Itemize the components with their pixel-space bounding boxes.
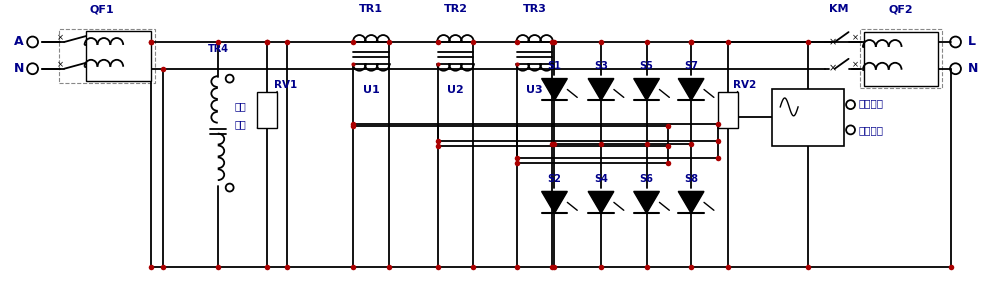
Text: QF2: QF2 — [889, 4, 913, 14]
Text: TR3: TR3 — [523, 4, 547, 14]
Polygon shape — [588, 79, 614, 100]
Text: 检测: 检测 — [235, 119, 246, 129]
Bar — [864, 32, 938, 86]
Polygon shape — [678, 79, 704, 100]
Polygon shape — [542, 191, 567, 213]
Text: ×: × — [852, 33, 859, 43]
Text: TR2: TR2 — [443, 4, 467, 14]
Text: U2: U2 — [447, 85, 464, 95]
Text: U1: U1 — [363, 85, 380, 95]
Polygon shape — [542, 79, 567, 100]
Text: N: N — [14, 62, 24, 75]
Text: 电压: 电压 — [235, 101, 246, 111]
Text: S8: S8 — [684, 174, 698, 184]
Text: 控制电路: 控制电路 — [858, 98, 883, 108]
Bar — [86, 31, 151, 81]
Text: KM: KM — [829, 4, 848, 14]
Text: ×: × — [829, 64, 837, 74]
Text: S6: S6 — [640, 174, 654, 184]
Text: U3: U3 — [526, 85, 543, 95]
Text: QF1: QF1 — [90, 4, 114, 14]
Polygon shape — [634, 191, 659, 213]
Polygon shape — [678, 191, 704, 213]
Bar — [718, 92, 738, 128]
Text: TR4: TR4 — [208, 44, 229, 54]
Text: RV2: RV2 — [733, 80, 756, 90]
Text: N: N — [967, 62, 978, 75]
Text: S1: S1 — [548, 61, 561, 71]
Text: RV1: RV1 — [274, 80, 297, 90]
Text: TR1: TR1 — [359, 4, 383, 14]
Bar — [257, 92, 277, 128]
Text: S5: S5 — [640, 61, 654, 71]
Text: S7: S7 — [684, 61, 698, 71]
Polygon shape — [588, 191, 614, 213]
Text: L: L — [967, 35, 975, 49]
Text: ×: × — [829, 37, 837, 47]
Polygon shape — [634, 79, 659, 100]
Text: ×: × — [57, 60, 64, 69]
Text: ×: × — [57, 33, 64, 43]
Text: ×: × — [852, 60, 859, 69]
Bar — [772, 89, 844, 146]
Text: S2: S2 — [548, 174, 561, 184]
Text: S4: S4 — [594, 174, 608, 184]
Text: 直流电源: 直流电源 — [858, 125, 883, 135]
Text: S3: S3 — [594, 61, 608, 71]
Text: A: A — [14, 35, 24, 49]
